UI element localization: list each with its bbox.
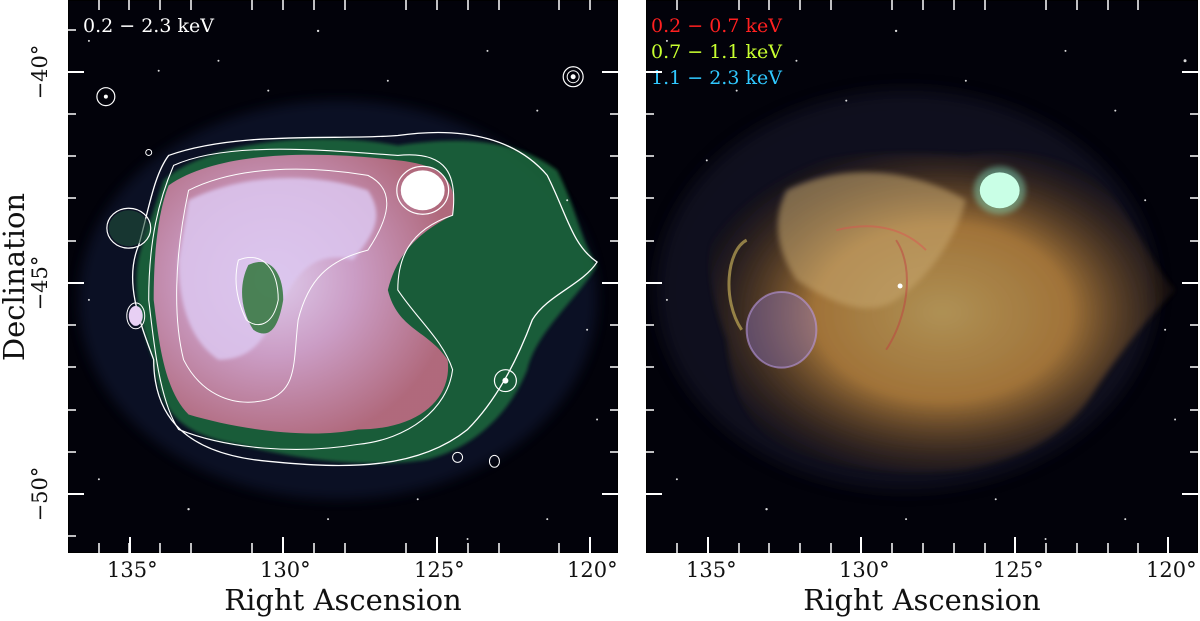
right-xaxis-title: Right Ascension (803, 583, 1041, 617)
broadband-xray-image (78, 29, 599, 541)
yaxis-title: Declination (0, 192, 31, 362)
right-ra-tick-130: 130° (839, 558, 890, 582)
band-label-blue: 1.1 − 2.3 keV (651, 67, 782, 89)
rgb-xray-image (656, 29, 1187, 541)
left-ra-tick-135: 135° (107, 558, 158, 582)
right-ra-tick-125: 125° (993, 558, 1044, 582)
right-ra-tick-120: 120° (1146, 558, 1197, 582)
left-band-label: 0.2 − 2.3 keV (83, 15, 214, 37)
contour-middle (148, 148, 455, 450)
right-ra-tick-135: 135° (686, 558, 737, 582)
dec-tick-40: −40° (28, 44, 52, 100)
band-label-red: 0.2 − 0.7 keV (651, 15, 782, 37)
contour-outer (132, 131, 598, 467)
dec-tick-45: −45° (28, 255, 52, 311)
right-image-panel: 0.2 − 0.7 keV 0.7 − 1.1 keV 1.1 − 2.3 ke… (646, 0, 1198, 553)
left-xaxis-title: Right Ascension (224, 583, 462, 617)
contour-inner (176, 168, 388, 403)
band-label-green: 0.7 − 1.1 keV (651, 41, 782, 63)
left-ra-tick-120: 120° (567, 558, 618, 582)
dec-tick-50: −50° (28, 466, 52, 522)
left-ra-tick-125: 125° (414, 558, 465, 582)
bright-source-blob (400, 170, 445, 211)
left-ra-tick-130: 130° (260, 558, 311, 582)
left-image-panel: 0.2 − 2.3 keV (68, 0, 618, 553)
